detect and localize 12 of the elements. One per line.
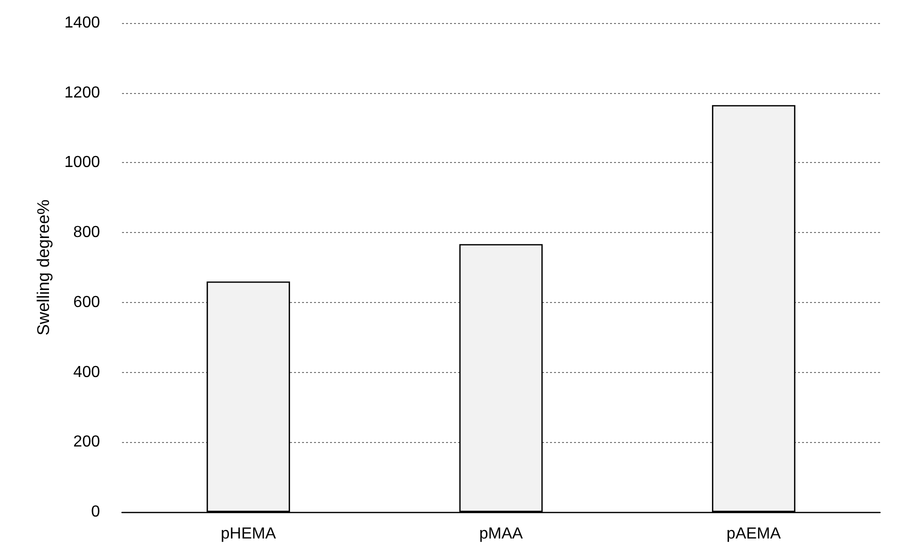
- y-tick-label: 1200: [64, 84, 100, 102]
- y-tick-label: 200: [73, 434, 100, 451]
- y-tick-label: 600: [73, 294, 100, 311]
- y-tick-label: 800: [73, 224, 100, 242]
- y-tick-label: 1000: [64, 154, 100, 172]
- y-axis-title: Swelling degree%: [34, 199, 53, 336]
- x-tick-label: pHEMA: [220, 526, 276, 542]
- x-tick-label: pAEMA: [726, 526, 782, 542]
- x-tick-label: pMAA: [479, 526, 524, 542]
- y-tick-label: 0: [91, 504, 100, 520]
- y-tick-label: 400: [73, 364, 100, 381]
- y-tick-label: 1400: [64, 14, 100, 32]
